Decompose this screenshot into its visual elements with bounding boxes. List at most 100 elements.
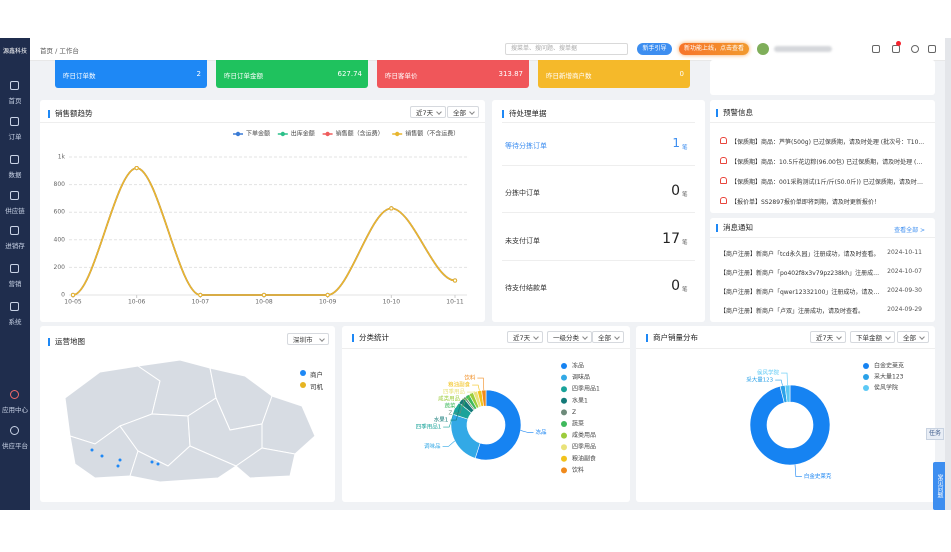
- legend-dot: [300, 370, 306, 376]
- todo-label[interactable]: 分拣中订单: [505, 189, 540, 197]
- pie-chart: 冻品调味品四季用品1水果1Z蔬菜咸类用品四季用品粮油副食饮料冻品饮料粮油副食四季…: [416, 362, 600, 474]
- divider: [710, 237, 935, 238]
- todo-value[interactable]: 0: [671, 278, 680, 294]
- header-icon[interactable]: [928, 45, 936, 53]
- legend-symbol: [561, 421, 567, 427]
- alert-icon: [720, 137, 727, 144]
- badge: [896, 41, 901, 46]
- map-shape: [64, 359, 316, 483]
- alert-item[interactable]: 【报价单】SS2897报价单即将到期，请及时更新报价！: [731, 199, 880, 206]
- header-icon[interactable]: [911, 45, 919, 53]
- user-name: [774, 46, 832, 52]
- menu-icon: [10, 264, 19, 273]
- menu-item[interactable]: 进销存: [5, 242, 25, 250]
- y-tick-label: 400: [54, 236, 66, 243]
- task-button[interactable]: 任务: [926, 428, 944, 440]
- todo-value[interactable]: 17: [662, 231, 680, 247]
- map-point: [156, 462, 160, 466]
- message-text[interactable]: 【商户注册】新商户「tcd永久园」注册成功，请及时查看。: [720, 251, 880, 258]
- map-point: [118, 458, 122, 462]
- todo-value[interactable]: 0: [671, 183, 680, 199]
- menu-icon: [10, 81, 19, 90]
- legend-label: 冻品: [572, 362, 584, 370]
- alert-item[interactable]: 【保质期】商品：10.5斤花边粽(96.00包) 已过保质期，请及时处理 (批.…: [731, 159, 926, 166]
- notice-button[interactable]: 新功能上线，点击查看: [679, 43, 749, 55]
- map-point: [90, 448, 94, 452]
- menu-item[interactable]: 供应链: [5, 207, 25, 215]
- filter-select[interactable]: 全部: [447, 106, 479, 118]
- y-tick-label: 200: [54, 264, 66, 271]
- filter-select[interactable]: 全部: [592, 331, 624, 343]
- todo-value[interactable]: 1: [672, 136, 680, 150]
- divider: [40, 122, 485, 123]
- message-text[interactable]: 【商户注册】新商户「卢双」注册成功，请及时查看。: [720, 308, 865, 315]
- label-line: [443, 408, 456, 428]
- todo-label[interactable]: 未支付订单: [505, 237, 540, 245]
- stat-label: 昨日新增商户数: [546, 72, 592, 80]
- filter-select[interactable]: 全部: [897, 331, 929, 343]
- line: [72, 167, 456, 296]
- menu-item[interactable]: 订单: [8, 133, 22, 141]
- merchant-panel: [636, 326, 935, 502]
- message-text[interactable]: 【商户注册】新商户「qwer12332100」注册成功，请及时查...: [720, 289, 882, 296]
- label-line: [472, 384, 480, 391]
- top-right-panel: [710, 60, 935, 95]
- filter-select[interactable]: 近7天: [810, 331, 847, 343]
- menu-icon: [10, 117, 19, 126]
- point: [261, 292, 267, 298]
- panel-title: 运营地图: [48, 338, 85, 346]
- todo-unit: 笔: [682, 287, 688, 293]
- alert-item[interactable]: 【保质期】商品：001采购测试(1斤/斤(50.0斤)) 已过保质期，请及时处.…: [731, 179, 926, 186]
- label-line: [520, 430, 534, 433]
- filter-select[interactable]: 一级分类: [547, 331, 592, 343]
- search-box[interactable]: 搜菜单、搜问题、搜单据: [505, 43, 628, 55]
- divider: [710, 122, 935, 123]
- divider: [502, 122, 695, 123]
- menu-icon: [10, 191, 19, 200]
- view-all[interactable]: 查看全部 >: [894, 227, 925, 234]
- divider: [502, 165, 695, 166]
- line: [72, 167, 456, 296]
- todo-label[interactable]: 等待分拣订单: [505, 142, 547, 150]
- slice-label: 四季用品: [443, 388, 466, 396]
- map-region: [261, 395, 316, 455]
- menu-item[interactable]: 系统: [8, 318, 22, 326]
- legend-label: 销售额（含运费）: [336, 130, 384, 138]
- message-text[interactable]: 【商户注册】新商户「po402f8x3v79pz238kh」注册成功，请...: [720, 270, 882, 277]
- point: [134, 165, 139, 171]
- stat-label: 昨日订单金额: [224, 72, 263, 80]
- line-chart: 0 200 400 600 800 1k 10-05 10-06 10-07 10-08 10-09…: [54, 130, 467, 306]
- menu-item[interactable]: 数据: [8, 171, 22, 179]
- filter-select[interactable]: 近7天: [410, 106, 447, 118]
- slice-label: Z: [448, 411, 452, 417]
- map-point: [100, 454, 104, 458]
- breadcrumb: 首页 / 工作台: [40, 47, 79, 55]
- alert-item[interactable]: 【保质期】商品：芦笋(500g) 已过保质期，请及时处理 (批次号：T10...: [731, 139, 925, 146]
- menu-item[interactable]: 供应平台: [2, 442, 28, 450]
- slice-label: 采大量123: [746, 376, 773, 384]
- x-tick-label: 10-06: [128, 299, 146, 306]
- slice-label: 白金史莱克: [804, 472, 832, 480]
- menu-item[interactable]: 首页: [8, 97, 22, 105]
- stat-value: 627.74: [337, 70, 363, 78]
- menu-item[interactable]: 营销: [8, 280, 22, 288]
- menu-item[interactable]: 应用中心: [2, 406, 28, 414]
- header-icon[interactable]: [892, 45, 900, 53]
- filter-select[interactable]: 下单金额: [850, 331, 895, 343]
- header-icon[interactable]: [872, 45, 880, 53]
- guide-button[interactable]: 新手引导: [637, 43, 672, 55]
- legend-symbol: [561, 467, 567, 474]
- legend-label: 商户: [310, 371, 323, 379]
- region-select[interactable]: 深圳市: [287, 333, 329, 345]
- filter-select[interactable]: 近7天: [507, 331, 544, 343]
- slice-label: 四季用品1: [416, 423, 442, 431]
- faq-tab[interactable]: 常见问题: [933, 462, 945, 510]
- x-tick-label: 10-10: [383, 299, 401, 306]
- legend-label: 水果1: [572, 396, 588, 404]
- legend-symbol: [561, 409, 567, 416]
- todo-unit: 笔: [682, 145, 688, 151]
- legend-symbol: [561, 444, 567, 451]
- y-tick-label: 800: [54, 181, 66, 188]
- point: [325, 292, 330, 298]
- todo-label[interactable]: 待支付结款单: [505, 284, 547, 292]
